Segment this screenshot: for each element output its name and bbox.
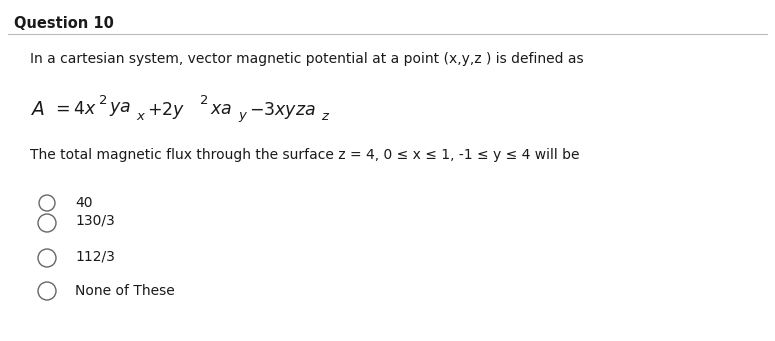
Text: None of These: None of These (75, 284, 174, 298)
Text: $= 4x$: $= 4x$ (52, 100, 97, 118)
Text: $\mathbf{\mathit{A}}$: $\mathbf{\mathit{A}}$ (30, 100, 44, 119)
Text: $x$: $x$ (136, 110, 146, 123)
Text: $xa$: $xa$ (210, 100, 232, 118)
Text: $y$: $y$ (238, 110, 248, 124)
Text: Question 10: Question 10 (14, 16, 114, 31)
Text: $-3xyza$: $-3xyza$ (249, 100, 315, 121)
Text: $+2y$: $+2y$ (147, 100, 185, 121)
Text: In a cartesian system, vector magnetic potential at a point (x,y,z ) is defined : In a cartesian system, vector magnetic p… (30, 52, 584, 66)
Text: $2$: $2$ (199, 94, 208, 107)
Text: $2$: $2$ (98, 94, 107, 107)
Text: 130/3: 130/3 (75, 213, 115, 227)
Text: $z$: $z$ (321, 110, 330, 123)
Text: 112/3: 112/3 (75, 249, 115, 263)
Text: The total magnetic flux through the surface z = 4, 0 ≤ x ≤ 1, -1 ≤ y ≤ 4 will be: The total magnetic flux through the surf… (30, 148, 580, 162)
Text: 40: 40 (75, 196, 92, 210)
Text: $ya$: $ya$ (109, 100, 131, 118)
